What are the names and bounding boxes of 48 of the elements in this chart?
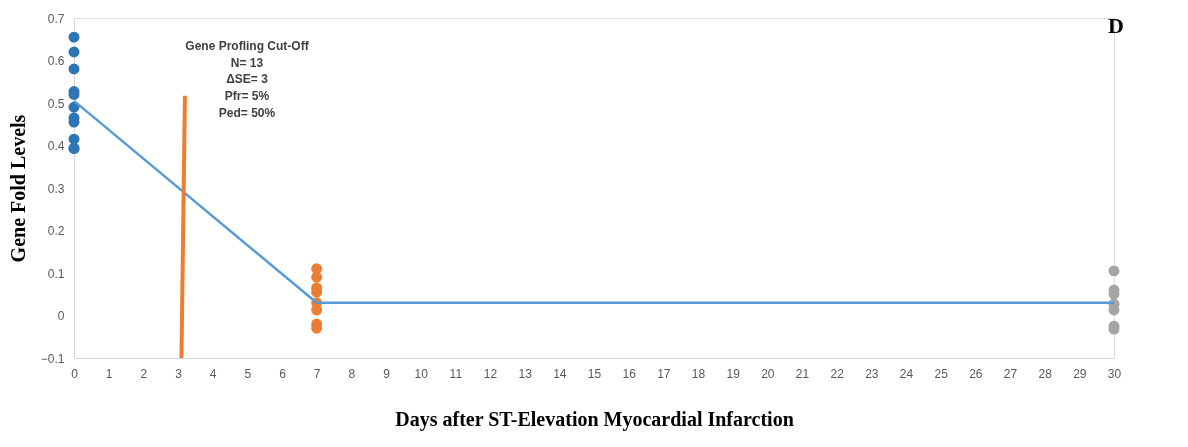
x-tick-label: 5 bbox=[244, 366, 252, 381]
x-tick-label: 1 bbox=[105, 366, 113, 381]
x-tick-label: 2 bbox=[140, 366, 148, 381]
x-axis-title: Days after ST-Elevation Myocardial Infarction bbox=[395, 407, 794, 431]
x-tick-label: 30 bbox=[1107, 366, 1122, 381]
x-tick-label: 26 bbox=[969, 366, 983, 381]
x-tick-label: 10 bbox=[414, 366, 429, 381]
x-tick-label: 13 bbox=[518, 366, 533, 381]
x-tick-label: 18 bbox=[691, 366, 706, 381]
x-tick-label: 4 bbox=[209, 366, 217, 381]
y-tick-label: 0.1 bbox=[47, 266, 65, 281]
x-tick-label: 21 bbox=[795, 366, 810, 381]
x-tick-label: 0 bbox=[71, 366, 79, 381]
annotation: Gene Profling Cut-Off bbox=[185, 39, 310, 53]
x-tick-label: 12 bbox=[483, 366, 498, 381]
x-tick-label: 25 bbox=[934, 366, 949, 381]
x-tick-label: 15 bbox=[587, 366, 602, 381]
y-tick-label: 0.5 bbox=[47, 96, 65, 111]
x-tick-label: 14 bbox=[553, 366, 567, 381]
x-tick-label: 19 bbox=[726, 366, 741, 381]
x-tick-label: 11 bbox=[449, 366, 463, 381]
y-tick-label: −0.1 bbox=[40, 351, 65, 366]
x-tick-label: 29 bbox=[1073, 366, 1087, 381]
y-tick-label: 0.2 bbox=[47, 224, 65, 238]
y-tick-label: 0.3 bbox=[47, 181, 65, 196]
annotation: D bbox=[1108, 13, 1124, 38]
y-axis-title: Gene Fold Levels bbox=[6, 114, 29, 263]
x-tick-label: 16 bbox=[622, 366, 637, 381]
y-tick-label: 0.4 bbox=[47, 139, 65, 153]
y-tick-label: 0.7 bbox=[47, 11, 65, 26]
annotation: Pfr= 5% bbox=[224, 89, 270, 104]
annotation: ΔSE= 3 bbox=[226, 72, 269, 87]
x-tick-label: 23 bbox=[865, 366, 879, 381]
x-tick-label: 20 bbox=[761, 366, 775, 381]
x-tick-label: 8 bbox=[348, 366, 356, 381]
annotation: N= 13 bbox=[230, 55, 264, 70]
x-tick-label: 7 bbox=[313, 366, 321, 381]
y-tick-label: 0 bbox=[57, 309, 65, 323]
x-tick-label: 24 bbox=[899, 366, 914, 381]
x-tick-label: 3 bbox=[175, 366, 183, 381]
x-tick-label: 9 bbox=[383, 366, 391, 381]
x-tick-label: 22 bbox=[830, 366, 845, 381]
x-tick-label: 27 bbox=[1003, 366, 1018, 381]
x-tick-label: 6 bbox=[279, 366, 287, 381]
x-tick-label: 28 bbox=[1038, 366, 1053, 381]
x-tick-label: 17 bbox=[657, 366, 671, 381]
annotation: Ped= 50% bbox=[218, 105, 276, 120]
y-tick-label: 0.6 bbox=[47, 54, 65, 68]
